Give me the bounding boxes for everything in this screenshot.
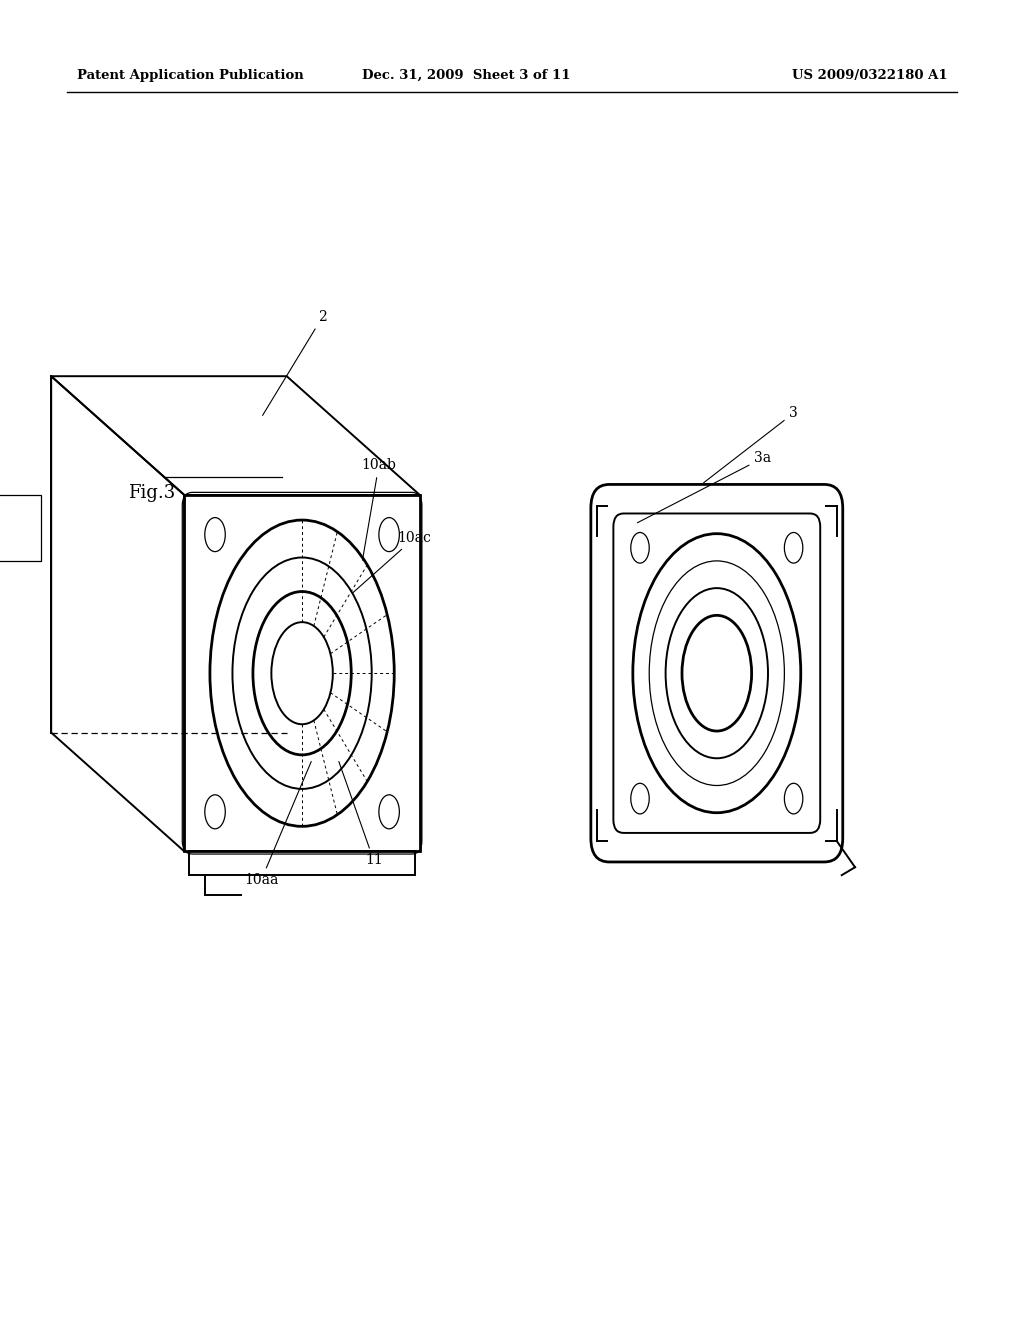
Text: 10ab: 10ab [361,458,396,560]
Text: 10ac: 10ac [353,531,432,593]
Text: US 2009/0322180 A1: US 2009/0322180 A1 [792,69,947,82]
Text: Fig.3: Fig.3 [128,483,175,502]
Text: 3a: 3a [637,451,771,523]
Text: 3: 3 [703,407,798,483]
Text: 11: 11 [339,762,383,867]
Text: Dec. 31, 2009  Sheet 3 of 11: Dec. 31, 2009 Sheet 3 of 11 [361,69,570,82]
Text: 2: 2 [262,310,327,416]
Text: 10aa: 10aa [244,762,311,887]
Text: Patent Application Publication: Patent Application Publication [77,69,303,82]
